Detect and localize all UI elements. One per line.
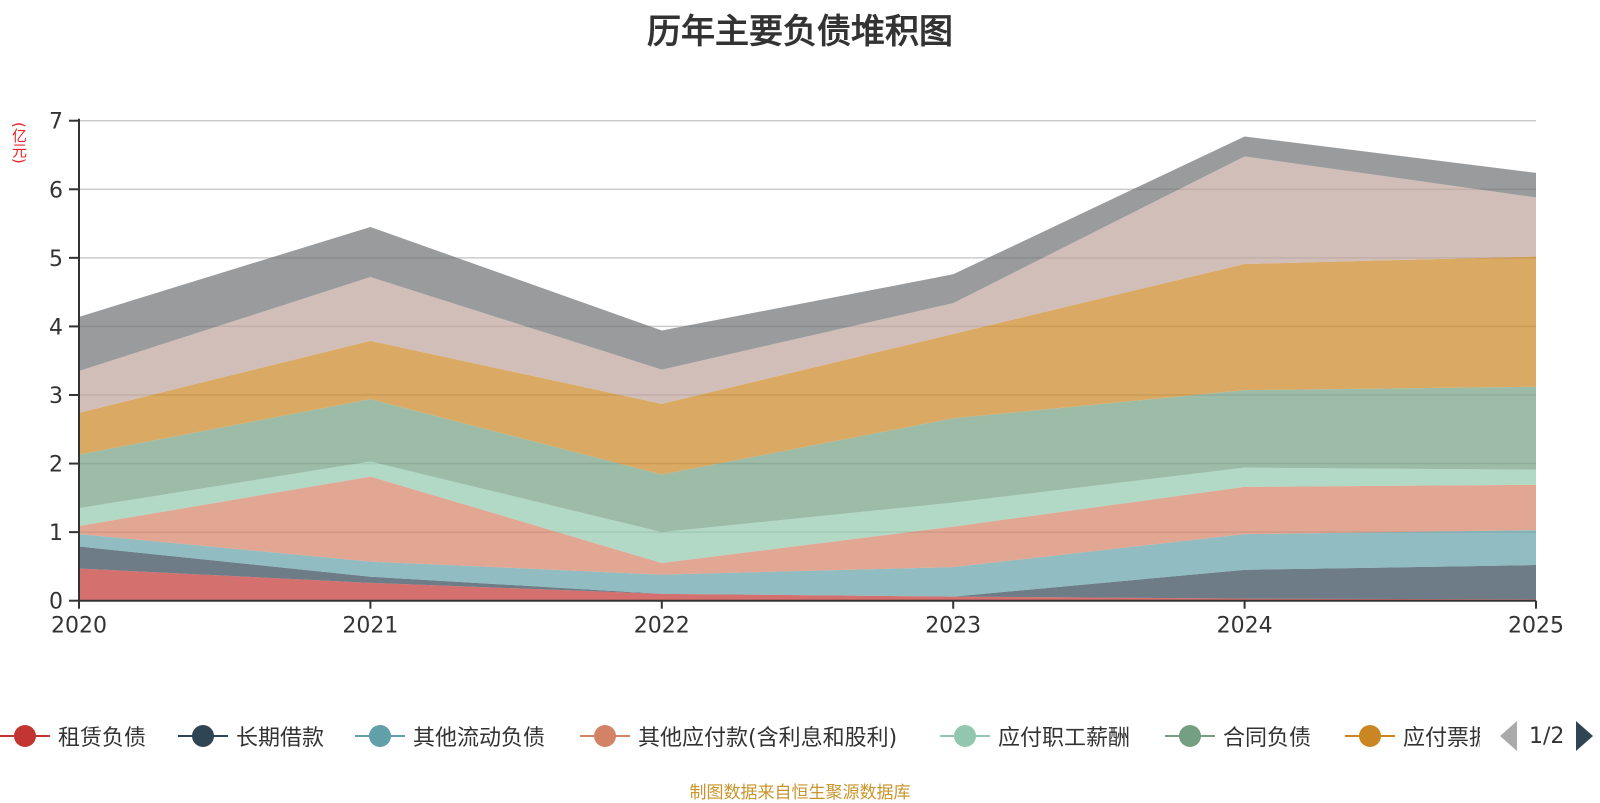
y-axis-unit-label: (亿元) — [10, 122, 28, 164]
area-series-0[interactable] — [79, 568, 1536, 601]
legend-item[interactable]: 其他流动负债 — [355, 718, 545, 754]
legend-marker-icon — [0, 718, 50, 754]
legend-marker-icon — [1165, 718, 1215, 754]
legend-label: 应付票据 — [1403, 726, 1480, 751]
triangle-right-icon[interactable] — [1576, 721, 1594, 751]
legend-marker-icon — [1345, 718, 1395, 754]
x-tick-label: 2025 — [1508, 614, 1564, 639]
y-tick-label: 6 — [49, 178, 63, 203]
stacked-areas — [79, 136, 1536, 601]
legend-label: 其他流动负债 — [413, 726, 546, 751]
x-tick-label: 2021 — [342, 614, 398, 639]
x-tick-label: 2022 — [634, 614, 690, 639]
chart-title: 历年主要负债堆积图 — [647, 12, 953, 52]
axes: 0 1 2 3 4 5 6 7 2020 2021 2022 2023 2024 2025 — [49, 110, 1564, 639]
legend-marker-icon — [940, 718, 990, 754]
legend-item[interactable]: 合同负债 — [1165, 718, 1311, 754]
legend-label: 合同负债 — [1223, 726, 1312, 751]
legend-item[interactable]: 租赁负债 — [0, 718, 146, 754]
area-series-7[interactable] — [79, 156, 1536, 413]
legend-pager: 1/2 — [1500, 718, 1594, 754]
area-series-5[interactable] — [79, 386, 1536, 533]
y-tick-label: 5 — [49, 247, 63, 272]
legend-item[interactable]: 应付票据 — [1345, 718, 1480, 754]
legend-item[interactable]: 长期借款 — [178, 718, 324, 754]
x-tick-label: 2023 — [925, 614, 981, 639]
x-tick-label: 2020 — [51, 614, 107, 639]
area-series-2[interactable] — [79, 530, 1536, 597]
legend-marker-icon — [178, 718, 228, 754]
legend-label: 其他应付款(含利息和股利) — [638, 726, 898, 751]
legend-item[interactable]: 其他应付款(含利息和股利) — [580, 718, 897, 754]
legend: 租赁负债 长期借款 其他流动负债 其他应付款(含利息和股利) 应付职工薪酬 合同负债 应付票… — [0, 718, 1600, 754]
legend-items: 租赁负债 长期借款 其他流动负债 其他应付款(含利息和股利) 应付职工薪酬 合同负债 应付票… — [0, 718, 1480, 754]
y-tick-label: 2 — [49, 453, 63, 478]
y-tick-label: 0 — [49, 590, 63, 615]
legend-label: 租赁负债 — [58, 726, 147, 751]
legend-marker-icon — [355, 718, 405, 754]
legend-item[interactable]: 应付职工薪酬 — [940, 718, 1130, 754]
y-tick-label: 4 — [49, 315, 63, 340]
area-series-4[interactable] — [79, 461, 1536, 563]
data-source-footer: 制图数据来自恒生聚源数据库 — [689, 783, 911, 803]
y-tick-label: 1 — [49, 521, 63, 546]
area-series-6[interactable] — [79, 256, 1536, 475]
y-tick-label: 3 — [49, 384, 63, 409]
legend-label: 应付职工薪酬 — [998, 726, 1131, 751]
area-series-8[interactable] — [79, 136, 1536, 371]
area-series-3[interactable] — [79, 476, 1536, 575]
triangle-left-icon[interactable] — [1500, 721, 1517, 751]
x-tick-label: 2024 — [1217, 614, 1273, 639]
area-series-1[interactable] — [79, 546, 1536, 600]
legend-label: 长期借款 — [236, 726, 325, 751]
y-tick-label: 7 — [49, 110, 63, 135]
legend-page-indicator: 1/2 — [1529, 723, 1565, 749]
legend-marker-icon — [580, 718, 630, 754]
